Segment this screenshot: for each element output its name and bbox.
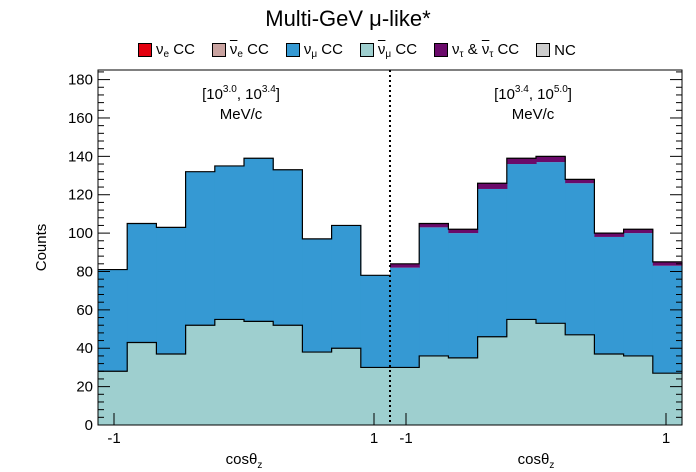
bar-bar-cc-0 bbox=[98, 371, 128, 425]
outline-total-panel-0 bbox=[98, 157, 390, 276]
bar-cc-9 bbox=[360, 275, 391, 368]
bar-bar-cc-14 bbox=[506, 319, 537, 425]
bar-bar-cc-18 bbox=[623, 355, 654, 425]
x-tick-label: -1 bbox=[107, 430, 120, 447]
panel-left-momentum-range: [103.0, 103.4] MeV/c bbox=[202, 84, 280, 123]
legend-swatch bbox=[434, 43, 449, 57]
bar-bar-cc-17 bbox=[594, 233, 625, 237]
bar-cc-6 bbox=[273, 169, 303, 326]
legend-item-numu-cc: νμ CC bbox=[285, 40, 343, 60]
bar-bar-cc-13 bbox=[477, 336, 508, 425]
bar-bar-cc-7 bbox=[302, 352, 333, 425]
legend-label: νμ CC bbox=[303, 40, 343, 60]
legend-item-nc: NC bbox=[536, 42, 576, 59]
bar-bar-cc-8 bbox=[331, 348, 362, 425]
bar-cc-4 bbox=[214, 165, 245, 320]
bar-bar-cc-10 bbox=[390, 263, 420, 268]
y-tick-label: 40 bbox=[76, 340, 93, 357]
bar-bar-cc-11 bbox=[419, 355, 449, 425]
bar-cc-8 bbox=[331, 225, 362, 349]
bar-bar-cc-15 bbox=[536, 323, 566, 425]
bar-bar-cc-10 bbox=[390, 367, 420, 425]
x-tick-label: 1 bbox=[662, 430, 670, 447]
y-tick-label: 80 bbox=[76, 263, 93, 280]
bar-bar-cc-2 bbox=[156, 354, 187, 425]
x-axis-label-panel-1: cosθz bbox=[518, 451, 555, 471]
bar-bar-cc-3 bbox=[185, 325, 216, 425]
bar-bar-cc-12 bbox=[448, 357, 479, 425]
legend-swatch bbox=[536, 43, 551, 57]
y-tick-label: 100 bbox=[68, 225, 93, 242]
y-tick-label: 60 bbox=[76, 302, 93, 319]
legend-label: νe CC bbox=[229, 40, 269, 60]
legend-label: ντ & ντ CC bbox=[452, 40, 520, 60]
bar-cc-14 bbox=[506, 164, 537, 320]
legend-swatch bbox=[359, 43, 374, 57]
legend-swatch bbox=[285, 43, 300, 57]
bar-cc-3 bbox=[185, 171, 216, 326]
x-tick-label: -1 bbox=[399, 430, 412, 447]
legend-item-numubar-cc: νμ CC bbox=[359, 40, 418, 60]
bar-bar-cc-1 bbox=[127, 342, 157, 425]
x-tick-label: 1 bbox=[370, 430, 378, 447]
bar-bar-cc-15 bbox=[536, 156, 566, 163]
y-tick-label: 180 bbox=[68, 72, 93, 89]
legend-label: νμ CC bbox=[377, 40, 418, 60]
bar-bar-cc-16 bbox=[565, 334, 595, 425]
bar-cc-17 bbox=[594, 236, 625, 354]
bar-bar-cc-5 bbox=[244, 321, 274, 425]
outline-series-0-panel-1 bbox=[390, 318, 682, 374]
bar-cc-11 bbox=[419, 227, 449, 356]
x-axis-label-panel-0: cosθz bbox=[226, 451, 263, 471]
legend-swatch bbox=[138, 43, 152, 57]
bar-cc-19 bbox=[652, 265, 683, 374]
legend-item-nue-cc: νe CC bbox=[138, 41, 195, 60]
bar-cc-5 bbox=[244, 158, 274, 322]
y-tick-label: 20 bbox=[76, 379, 93, 396]
y-tick-label: 160 bbox=[68, 110, 93, 127]
bar-cc-13 bbox=[477, 188, 508, 337]
bar-cc-1 bbox=[127, 223, 157, 343]
legend-label: νe CC bbox=[156, 40, 195, 60]
y-tick-label: 120 bbox=[68, 187, 93, 204]
bar-cc-2 bbox=[156, 227, 187, 354]
bar-cc-15 bbox=[536, 162, 566, 324]
bar-bar-cc-11 bbox=[419, 223, 449, 228]
legend-item-nutau-cc: ντ & ντ CC bbox=[434, 41, 519, 60]
bar-cc-16 bbox=[565, 183, 595, 335]
bar-bar-cc-4 bbox=[214, 319, 245, 425]
panel-right-momentum-range: [103.4, 105.0] MeV/c bbox=[494, 84, 572, 123]
bar-cc-12 bbox=[448, 233, 479, 358]
y-tick-label: 140 bbox=[68, 148, 93, 165]
bar-bar-cc-14 bbox=[506, 158, 537, 165]
bar-bar-cc-6 bbox=[273, 325, 303, 425]
bar-cc-10 bbox=[390, 267, 420, 368]
y-axis-label: Counts bbox=[33, 224, 50, 272]
bar-bar-cc-18 bbox=[623, 229, 654, 234]
bar-bar-cc-17 bbox=[594, 354, 625, 425]
bar-bar-cc-19 bbox=[652, 373, 683, 425]
bar-bar-cc-12 bbox=[448, 229, 479, 234]
legend-swatch bbox=[211, 43, 226, 57]
bar-bar-cc-16 bbox=[565, 179, 595, 184]
bar-cc-18 bbox=[623, 233, 654, 356]
chart-title: Multi-GeV μ-like* bbox=[265, 6, 431, 31]
legend-item-nuebar-cc: νe CC bbox=[211, 40, 269, 60]
bar-bar-cc-9 bbox=[360, 367, 391, 425]
y-tick-label: 0 bbox=[85, 417, 93, 434]
bar-cc-7 bbox=[302, 238, 333, 353]
outline-series-0-panel-0 bbox=[98, 318, 390, 372]
bar-bar-cc-13 bbox=[477, 183, 508, 189]
bar-bar-cc-19 bbox=[652, 261, 683, 266]
outline-total-panel-1 bbox=[390, 155, 682, 265]
legend-label: NC bbox=[554, 41, 576, 59]
legend: νe CC νe CC νμ CC νμ CC ντ & ντ CC NC bbox=[138, 40, 593, 60]
